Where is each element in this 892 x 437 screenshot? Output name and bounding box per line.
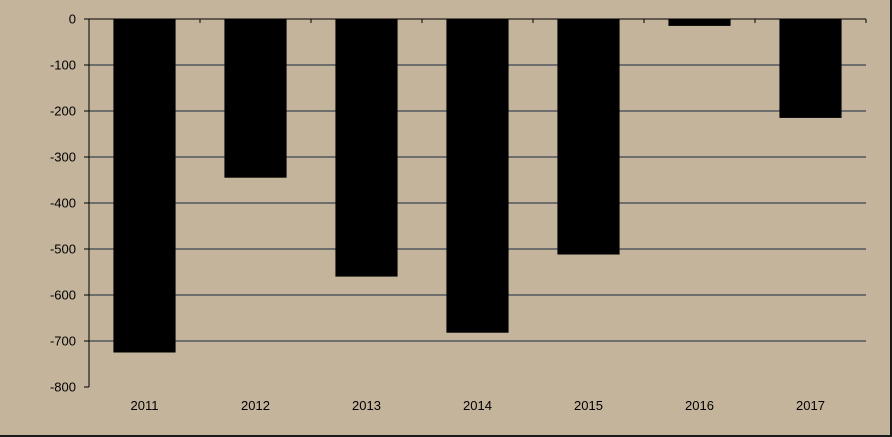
y-tick-label: -600: [50, 288, 76, 303]
y-tick-label: -500: [50, 242, 76, 257]
y-tick-label: -100: [50, 58, 76, 73]
bar-2017: [779, 19, 842, 118]
x-tick-label: 2011: [131, 398, 159, 413]
bar-2016: [668, 19, 731, 26]
bar-2011: [113, 19, 176, 353]
x-tick-label: 2017: [796, 398, 825, 413]
bar-2013: [335, 19, 398, 277]
bar-2014: [446, 19, 509, 333]
y-tick-label: -700: [50, 334, 76, 349]
bar-2012: [224, 19, 287, 178]
x-tick-label: 2014: [463, 398, 492, 413]
axes: [84, 18, 867, 388]
x-tick-labels: 2011 2012 2013 2014 2015 2016 2017: [131, 398, 825, 413]
x-tick-label: 2016: [685, 398, 714, 413]
y-tick-label: -400: [50, 196, 76, 211]
x-tick-label: 2012: [241, 398, 270, 413]
x-tick-label: 2015: [574, 398, 603, 413]
y-tick-label: -800: [50, 380, 76, 395]
y-tick-label: -300: [50, 150, 76, 165]
x-tick-label: 2013: [352, 398, 381, 413]
bars: [113, 19, 842, 353]
y-tick-label: -200: [50, 104, 76, 119]
bar-2015: [557, 19, 620, 255]
y-tick-labels: 0 -100 -200 -300 -400 -500 -600 -700 -800: [50, 12, 76, 395]
y-tick-label: 0: [69, 12, 76, 27]
